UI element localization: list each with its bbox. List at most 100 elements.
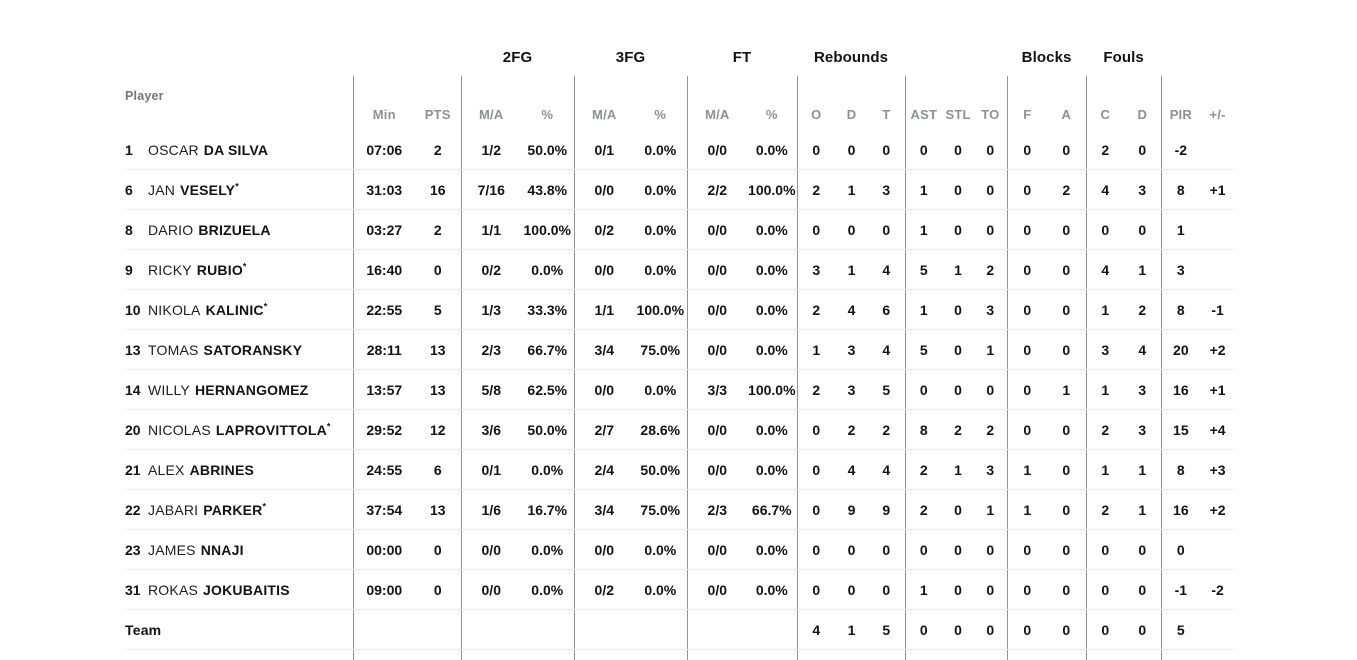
cell-reb-o: 0 <box>796 529 836 570</box>
cell-3fg-ma: 2/7 <box>573 409 635 450</box>
cell-pir: 15 <box>1160 409 1201 450</box>
player-last-name: JOKUBAITIS <box>203 581 290 598</box>
col-header-player: Player <box>125 89 164 103</box>
player-cell: 20 NICOLAS LAPROVITTOLA* <box>125 409 353 450</box>
player-number: 22 <box>125 501 141 518</box>
col-header-reb-t: T <box>882 107 891 122</box>
cell-fouls-d: 3 <box>1124 409 1162 450</box>
cell-ast: 0 <box>904 369 943 410</box>
cell-blocks-a: 0 <box>1047 130 1087 170</box>
cell-pts: 13 <box>415 369 461 410</box>
cell-pir: 97 <box>1160 649 1201 660</box>
cell-pts: 6 <box>415 449 461 490</box>
cell-min: 31:03 <box>352 169 415 210</box>
cell-ast: 26 <box>904 649 943 660</box>
cell-ast: 2 <box>904 489 943 530</box>
group-header-spacer-player <box>125 0 353 76</box>
cell-pir: 16 <box>1160 489 1201 530</box>
player-first-name: JAN <box>148 181 176 198</box>
cell-reb-o: 2 <box>796 289 836 330</box>
cell-fouls-d: 0 <box>1124 529 1162 570</box>
cell-blocks-f: 0 <box>1006 329 1048 370</box>
cell-ft-pct: 100.0% <box>747 369 798 410</box>
cell-ast: 0 <box>904 529 943 570</box>
cell-3fg-pct: 75.0% <box>634 329 688 370</box>
cell-2fg-pct: 100.0% <box>521 209 575 250</box>
cell-pts: 13 <box>415 489 461 530</box>
cell-reb-d: 2 <box>835 409 869 450</box>
cell-fouls-d: 18 <box>1124 649 1162 660</box>
cell-fouls-c: 2 <box>1085 130 1125 170</box>
col-header-3fg-ma: M/A <box>573 76 635 130</box>
cell-reb-d: 0 <box>835 209 869 250</box>
cell-2fg-pct: 50.0% <box>521 409 575 450</box>
cell-ft-ma: 2/3 <box>686 489 748 530</box>
cell-stl: 1 <box>942 249 975 290</box>
cell-pir: 16 <box>1160 369 1201 410</box>
col-header-ft-ma: M/A <box>686 76 748 130</box>
cell-ft-ma: 2/2 <box>686 169 748 210</box>
cell-stl: 4 <box>942 649 975 660</box>
cell-plusminus: +1 <box>1200 369 1236 410</box>
cell-fouls-c: 2 <box>1085 409 1125 450</box>
cell-fouls-c: 4 <box>1085 249 1125 290</box>
cell-3fg-pct: 100.0% <box>634 289 688 330</box>
cell-reb-t: 5 <box>868 609 906 650</box>
player-number: 9 <box>125 261 133 278</box>
player-last-name: RUBIO <box>196 261 243 278</box>
cell-fouls-c: 1 <box>1085 369 1125 410</box>
cell-2fg-ma: 0/1 <box>460 449 521 490</box>
player-first-name: DARIO <box>148 221 194 238</box>
box-score-table: 2FG 3FG FT Rebounds Blocks Fouls Player … <box>125 0 1236 660</box>
cell-2fg-ma: 0/2 <box>460 249 521 290</box>
cell-reb-t: 6 <box>868 289 906 330</box>
cell-stl: 0 <box>942 529 975 570</box>
cell-reb-t: 0 <box>868 529 906 570</box>
table-row: 21 ALEX ABRINES 24:55 6 0/1 0.0% 2/4 50.0%… <box>125 449 1236 490</box>
cell-pts: 0 <box>415 529 461 570</box>
cell-reb-t: 4 <box>868 249 906 290</box>
cell-fouls-d: 3 <box>1124 169 1162 210</box>
cell-2fg-ma: 7/16 <box>460 169 521 210</box>
cell-ft-ma: 0/0 <box>686 529 748 570</box>
cell-3fg-ma: 0/2 <box>573 569 635 610</box>
cell-ft-pct: 87.5% <box>747 649 798 660</box>
player-number: 14 <box>125 381 141 398</box>
cell-blocks-a: 1 <box>1047 369 1087 410</box>
cell-reb-t: 0 <box>868 569 906 610</box>
cell-stl: 0 <box>942 329 975 370</box>
cell-3fg-ma: 0/1 <box>573 130 635 170</box>
cell-blocks-a: 0 <box>1047 569 1087 610</box>
cell-fouls-d: 0 <box>1124 609 1162 650</box>
cell-to: 0 <box>974 169 1008 210</box>
cell-reb-d: 28 <box>835 649 869 660</box>
cell-ft-pct: 0.0% <box>747 130 798 170</box>
cell-blocks-a: 0 <box>1047 609 1087 650</box>
cell-blocks-a: 0 <box>1047 529 1087 570</box>
cell-fouls-c: 0 <box>1085 209 1125 250</box>
col-header-fouls-d: D <box>1137 107 1148 122</box>
cell-ft-pct: 0.0% <box>747 209 798 250</box>
player-cell: 23 JAMES NNAJI <box>125 529 353 570</box>
player-first-name: JABARI <box>148 501 199 518</box>
cell-3fg-ma: 11/25 <box>573 649 635 660</box>
starter-marker: * <box>235 180 239 191</box>
table-row: Total 225:00 82 21/48 43.8% 11/25 44.0% … <box>125 649 1236 660</box>
group-header-ft: FT <box>732 49 752 66</box>
starter-marker: * <box>262 500 267 511</box>
group-header-2fg: 2FG <box>502 49 533 66</box>
cell-3fg-ma: 0/0 <box>573 249 635 290</box>
table-row: 10 NIKOLA KALINIC* 22:55 5 1/3 33.3% 1/1 1… <box>125 289 1236 330</box>
cell-blocks-a: 0 <box>1047 249 1087 290</box>
cell-pir: 5 <box>1160 609 1201 650</box>
cell-min: 00:00 <box>352 529 415 570</box>
cell-blocks-a: 0 <box>1047 409 1087 450</box>
cell-to: 0 <box>974 369 1008 410</box>
cell-reb-t: 9 <box>868 489 906 530</box>
cell-fouls-c: 3 <box>1085 329 1125 370</box>
cell-3fg-pct: 0.0% <box>634 209 688 250</box>
cell-blocks-f: 0 <box>1006 529 1048 570</box>
col-header-stl: STL <box>945 107 971 122</box>
cell-plusminus <box>1200 130 1236 170</box>
cell-ast: 1 <box>904 569 943 610</box>
